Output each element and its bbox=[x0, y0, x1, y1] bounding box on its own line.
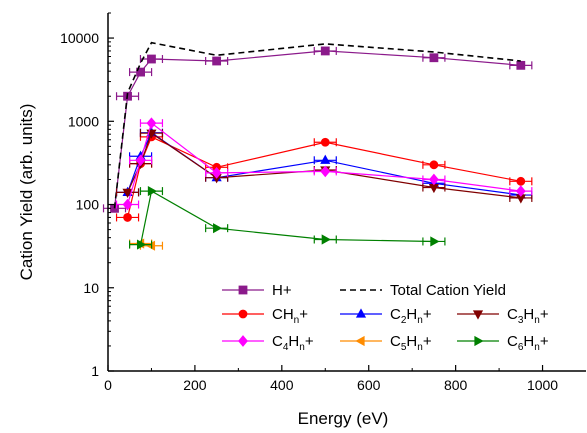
triangle-right-marker bbox=[136, 239, 147, 250]
x-tick-label: 400 bbox=[270, 377, 294, 393]
square-marker bbox=[212, 56, 222, 66]
y-tick-label: 1000 bbox=[68, 113, 99, 129]
legend-item: C2Hn+ bbox=[340, 306, 432, 326]
square-marker bbox=[320, 46, 330, 56]
legend-item: C5Hn+ bbox=[340, 333, 432, 353]
diamond-marker bbox=[515, 185, 526, 197]
triangle-right-marker bbox=[474, 335, 484, 347]
legend-item: C4Hn+ bbox=[222, 333, 314, 353]
circle-marker bbox=[238, 309, 248, 319]
axes-layer bbox=[107, 13, 586, 372]
diamond-marker bbox=[428, 173, 439, 186]
legend-item: CHn+ bbox=[222, 306, 308, 326]
square-marker bbox=[136, 67, 145, 77]
x-tick-label: 1000 bbox=[527, 377, 558, 393]
legend-label: C2Hn+ bbox=[390, 306, 432, 326]
x-tick-label: 600 bbox=[357, 377, 381, 393]
series-h- bbox=[102, 46, 533, 213]
legend-label: C3Hn+ bbox=[507, 306, 549, 326]
circle-marker bbox=[516, 176, 526, 186]
legend-item: C3Hn+ bbox=[457, 306, 549, 326]
circle-marker bbox=[320, 137, 330, 147]
y-tick-label: 100 bbox=[76, 197, 100, 213]
legend-label: C5Hn+ bbox=[390, 333, 432, 353]
x-tick-label: 200 bbox=[183, 377, 207, 393]
triangle-right-marker bbox=[147, 186, 158, 197]
triangle-right-marker bbox=[321, 234, 331, 245]
legend-item: C6Hn+ bbox=[457, 333, 549, 353]
triangle-right-marker bbox=[430, 236, 440, 247]
y-axis-title: Cation Yield (arb. units) bbox=[17, 104, 36, 281]
triangle-down-marker bbox=[122, 188, 133, 198]
square-marker bbox=[429, 53, 439, 63]
series-c4 bbox=[115, 117, 533, 211]
diamond-marker bbox=[320, 165, 331, 178]
square-marker bbox=[147, 54, 156, 64]
x-axis-title: Energy (eV) bbox=[298, 409, 389, 428]
plot-area bbox=[108, 13, 586, 371]
x-tick-label: 0 bbox=[104, 377, 112, 393]
legend-label: CHn+ bbox=[272, 306, 308, 326]
triangle-up-marker bbox=[355, 308, 367, 318]
triangle-up-marker bbox=[320, 154, 331, 164]
legend: H+ Total Cation Yield CHn+ C2Hn+ C3Hn+ C4Hn+ C… bbox=[222, 282, 549, 353]
triangle-down-marker bbox=[472, 310, 484, 320]
diamond-marker bbox=[146, 117, 157, 129]
legend-label: Total Cation Yield bbox=[390, 282, 506, 299]
diamond-marker bbox=[122, 198, 133, 211]
y-tick-label: 10 bbox=[83, 280, 99, 296]
x-tick-label: 800 bbox=[444, 377, 468, 393]
y-tick-label: 1 bbox=[91, 363, 99, 379]
legend-label: C4Hn+ bbox=[272, 333, 314, 353]
legend-label: C6Hn+ bbox=[507, 333, 549, 353]
circle-marker bbox=[429, 160, 439, 170]
legend-item: H+ bbox=[222, 282, 292, 299]
ticks-layer: 0 200 400 600 800 1000 1 10 100 1000 10000 bbox=[60, 12, 558, 393]
triangle-left-marker bbox=[355, 335, 365, 347]
square-marker bbox=[516, 60, 526, 70]
triangle-right-marker bbox=[213, 223, 223, 234]
series-total-cation-yield bbox=[113, 41, 521, 209]
diamond-marker bbox=[135, 154, 146, 167]
y-tick-label: 10000 bbox=[60, 30, 99, 46]
legend-label: H+ bbox=[272, 282, 292, 299]
series-layer bbox=[102, 41, 533, 251]
square-marker bbox=[238, 285, 248, 295]
circle-marker bbox=[123, 213, 132, 222]
diamond-marker bbox=[211, 167, 222, 179]
legend-item: Total Cation Yield bbox=[340, 282, 506, 299]
diamond-marker bbox=[238, 335, 248, 347]
series-line bbox=[113, 41, 521, 209]
triangle-left-marker bbox=[145, 240, 156, 251]
series-c6 bbox=[128, 186, 446, 250]
